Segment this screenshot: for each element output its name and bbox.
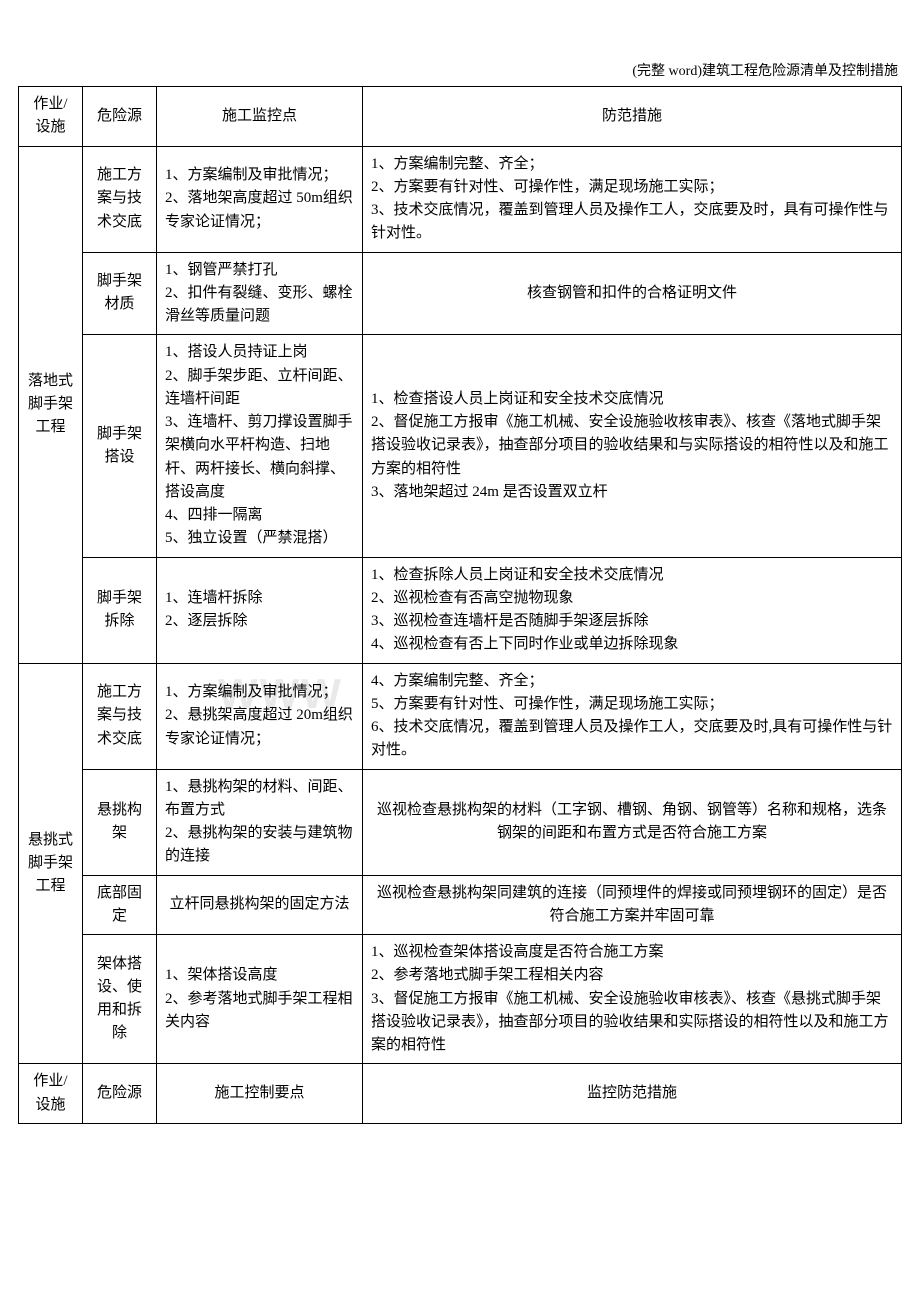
control-cell: 1、悬挑构架的材料、间距、布置方式 2、悬挑构架的安装与建筑物的连接	[157, 769, 363, 875]
control-cell: 1、架体搭设高度 2、参考落地式脚手架工程相关内容	[157, 935, 363, 1064]
table-row: 脚手架搭设1、搭设人员持证上岗 2、脚手架步距、立杆间距、连墙杆间距 3、连墙杆…	[19, 335, 902, 557]
control-cell: 1、方案编制及审批情况； 2、悬挑架高度超过 20m组织专家论证情况；	[157, 663, 363, 769]
control-cell: 1、方案编制及审批情况； 2、落地架高度超过 50m组织专家论证情况；	[157, 146, 363, 252]
control-cell: 1、连墙杆拆除 2、逐层拆除	[157, 557, 363, 663]
footer-col2: 危险源	[83, 1064, 157, 1124]
header-col1: 作业/设施	[19, 87, 83, 147]
table-row: 架体搭设、使用和拆除1、架体搭设高度 2、参考落地式脚手架工程相关内容1、巡视检…	[19, 935, 902, 1064]
measure-cell: 1、检查拆除人员上岗证和安全技术交底情况 2、巡视检查有否高空抛物现象 3、巡视…	[363, 557, 902, 663]
hazard-cell: 施工方案与技术交底	[83, 663, 157, 769]
header-col2: 危险源	[83, 87, 157, 147]
footer-col1: 作业/设施	[19, 1064, 83, 1124]
control-cell: 立杆同悬挑构架的固定方法	[157, 875, 363, 935]
hazard-cell: 悬挑构架	[83, 769, 157, 875]
measure-cell: 巡视检查悬挑构架同建筑的连接（同预埋件的焊接或同预埋钢环的固定）是否符合施工方案…	[363, 875, 902, 935]
hazard-cell: 脚手架拆除	[83, 557, 157, 663]
hazard-table: 作业/设施危险源施工监控点防范措施落地式脚手架工程施工方案与技术交底1、方案编制…	[18, 86, 902, 1124]
table-footer-row: 作业/设施危险源施工控制要点监控防范措施	[19, 1064, 902, 1124]
hazard-cell: 脚手架材质	[83, 252, 157, 335]
hazard-cell: 施工方案与技术交底	[83, 146, 157, 252]
table-row: 悬挑式脚手架工程施工方案与技术交底1、方案编制及审批情况； 2、悬挑架高度超过 …	[19, 663, 902, 769]
measure-cell: 巡视检查悬挑构架的材料（工字钢、槽钢、角钢、钢管等）名称和规格，选条钢架的间距和…	[363, 769, 902, 875]
table-row: 悬挑构架1、悬挑构架的材料、间距、布置方式 2、悬挑构架的安装与建筑物的连接巡视…	[19, 769, 902, 875]
table-row: 落地式脚手架工程施工方案与技术交底1、方案编制及审批情况； 2、落地架高度超过 …	[19, 146, 902, 252]
table-header-row: 作业/设施危险源施工监控点防范措施	[19, 87, 902, 147]
group-a-title: 落地式脚手架工程	[19, 146, 83, 663]
table-row: 脚手架材质1、钢管严禁打孔 2、扣件有裂缝、变形、螺栓滑丝等质量问题核查钢管和扣…	[19, 252, 902, 335]
control-cell: 1、钢管严禁打孔 2、扣件有裂缝、变形、螺栓滑丝等质量问题	[157, 252, 363, 335]
hazard-cell: 架体搭设、使用和拆除	[83, 935, 157, 1064]
measure-cell: 4、方案编制完整、齐全； 5、方案要有针对性、可操作性，满足现场施工实际； 6、…	[363, 663, 902, 769]
table-row: 脚手架拆除1、连墙杆拆除 2、逐层拆除1、检查拆除人员上岗证和安全技术交底情况 …	[19, 557, 902, 663]
hazard-cell: 底部固定	[83, 875, 157, 935]
measure-cell: 1、检查搭设人员上岗证和安全技术交底情况 2、督促施工方报审《施工机械、安全设施…	[363, 335, 902, 557]
table-row: 底部固定立杆同悬挑构架的固定方法巡视检查悬挑构架同建筑的连接（同预埋件的焊接或同…	[19, 875, 902, 935]
measure-cell: 1、方案编制完整、齐全； 2、方案要有针对性、可操作性，满足现场施工实际； 3、…	[363, 146, 902, 252]
footer-col3: 施工控制要点	[157, 1064, 363, 1124]
control-cell: 1、搭设人员持证上岗 2、脚手架步距、立杆间距、连墙杆间距 3、连墙杆、剪刀撑设…	[157, 335, 363, 557]
measure-cell: 1、巡视检查架体搭设高度是否符合施工方案 2、参考落地式脚手架工程相关内容 3、…	[363, 935, 902, 1064]
header-col3: 施工监控点	[157, 87, 363, 147]
footer-col4: 监控防范措施	[363, 1064, 902, 1124]
measure-cell: 核查钢管和扣件的合格证明文件	[363, 252, 902, 335]
hazard-cell: 脚手架搭设	[83, 335, 157, 557]
page-caption: (完整 word)建筑工程危险源清单及控制措施	[18, 60, 902, 80]
group-b-title: 悬挑式脚手架工程	[19, 663, 83, 1064]
header-col4: 防范措施	[363, 87, 902, 147]
